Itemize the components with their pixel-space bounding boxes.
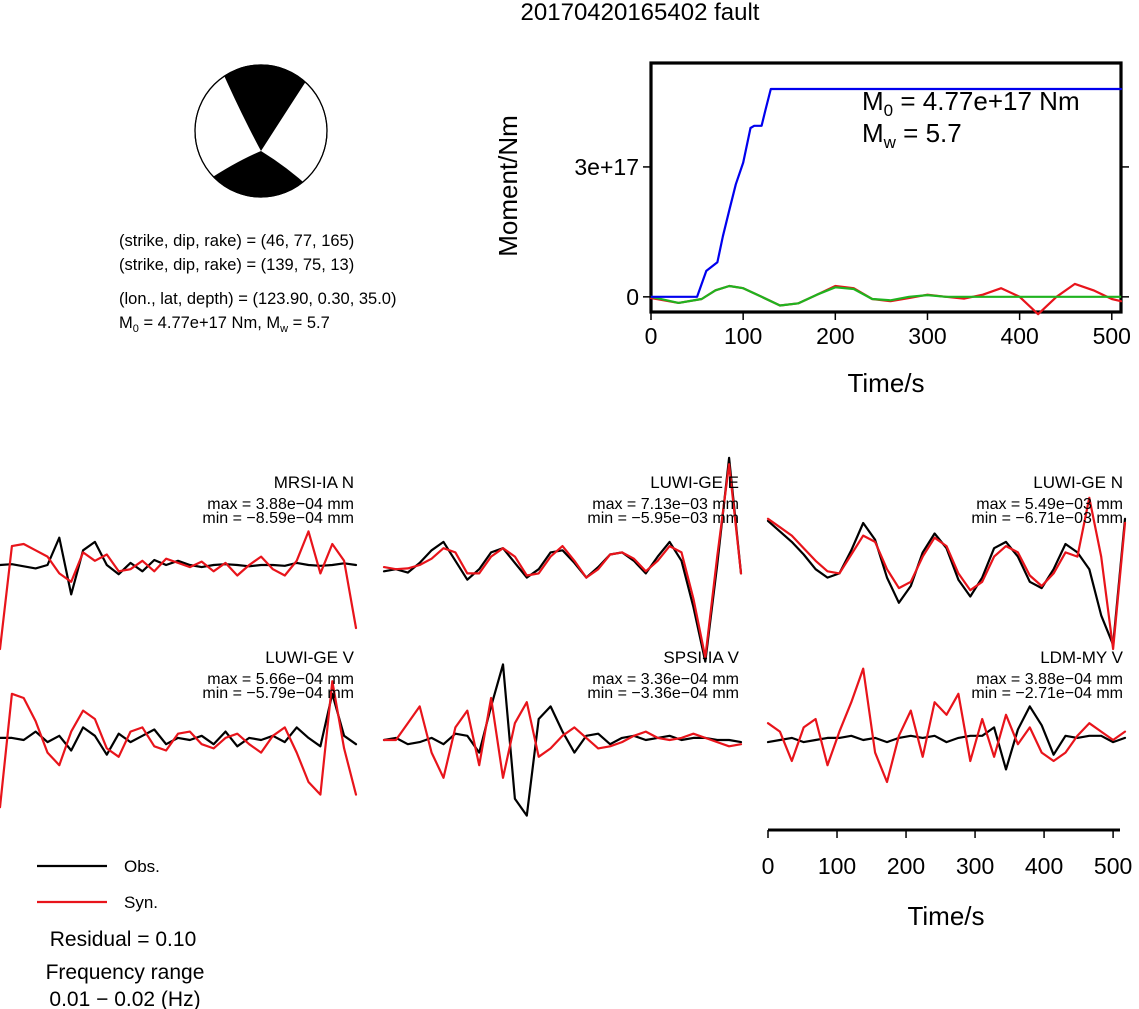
moment-xtick-label: 200: [816, 323, 854, 349]
station-max: max = 5.66e−04 mm: [207, 671, 354, 688]
synthetic-trace: [382, 696, 743, 779]
station-label: MRSI-IA N: [274, 473, 354, 492]
station-label: SPSI-IA V: [663, 648, 739, 667]
mechanism-info: (strike, dip, rake) = (46, 77, 165) (str…: [119, 232, 396, 335]
synthetic-trace: [382, 463, 743, 659]
station-max: max = 3.36e−04 mm: [592, 671, 739, 688]
moment-xtick-label: 0: [645, 323, 658, 349]
moment-chart-ylabel: Moment/Nm: [493, 115, 523, 257]
moment-xtick-label: 300: [908, 323, 946, 349]
station-min: min = −2.71e−04 mm: [971, 685, 1123, 702]
beachball-icon: [194, 64, 328, 198]
station-min: min = −8.59e−04 mm: [202, 510, 354, 527]
moment-series-rate-obs: [649, 284, 1123, 307]
moment-chart-mw-annotation: Mw = 5.7: [862, 118, 962, 152]
station-min: min = −5.79e−04 mm: [202, 685, 354, 702]
waveform-xtick-label: 500: [1094, 853, 1132, 879]
frequency-range-value: 0.01 − 0.02 (Hz): [49, 988, 200, 1009]
waveform-xlabel: Time/s: [907, 901, 984, 931]
synthetic-trace: [0, 680, 358, 809]
waveform-xtick-label: 100: [818, 853, 856, 879]
station-max: max = 7.13e−03 mm: [592, 496, 739, 513]
station-label: LUWI-GE N: [1033, 473, 1123, 492]
waveform-time-axis: 0 100 200 300 400 500 Time/s: [762, 828, 1132, 931]
moment-chart-frame: [649, 61, 1123, 314]
station-label: LDM-MY V: [1040, 648, 1123, 667]
synthetic-trace: [766, 496, 1127, 651]
station-max: max = 5.49e−03 mm: [976, 496, 1123, 513]
moment-ytick-label: 0: [626, 284, 639, 310]
station-min: min = −3.36e−04 mm: [587, 685, 739, 702]
synthetic-trace: [0, 530, 358, 651]
station-label: LUWI-GE E: [650, 473, 739, 492]
station-label: LUWI-GE V: [265, 648, 354, 667]
waveform-xtick-label: 0: [762, 853, 775, 879]
moment-series-cumulative: [649, 87, 1123, 298]
synthetic-trace: [766, 667, 1127, 784]
moment-chart-xlabel: Time/s: [847, 368, 924, 398]
station-min: min = −6.71e−03 mm: [971, 510, 1123, 527]
moment-chart-m0-annotation: M0 = 4.77e+17 Nm: [862, 86, 1080, 120]
station-max: max = 3.88e−04 mm: [976, 671, 1123, 688]
moment-xtick-label: 100: [724, 323, 762, 349]
moment-xtick-label: 500: [1093, 323, 1131, 349]
residual-text: Residual = 0.10: [50, 928, 197, 951]
observed-trace: [766, 517, 1127, 646]
mechanism-moment: M0 = 4.77e+17 Nm, Mw = 5.7: [119, 314, 330, 335]
observed-trace: [0, 536, 358, 596]
waveform-xtick-label: 400: [1025, 853, 1063, 879]
moment-rate-chart: 0 100 200 300 400 500 0 3e+17 Moment/Nm Time/s…: [493, 61, 1131, 398]
legend-syn-label: Syn.: [124, 893, 158, 912]
observed-trace: [382, 456, 743, 663]
waveform-xtick-label: 300: [956, 853, 994, 879]
moment-xtick-label: 400: [1000, 323, 1038, 349]
station-max: max = 3.88e−04 mm: [207, 496, 354, 513]
mechanism-plane-2: (strike, dip, rake) = (139, 75, 13): [119, 256, 354, 274]
mechanism-plane-1: (strike, dip, rake) = (46, 77, 165): [119, 232, 354, 250]
legend-obs-label: Obs.: [124, 857, 160, 876]
legend: Obs. Syn. Residual = 0.10 Frequency rang…: [37, 857, 204, 1009]
observed-trace: [382, 663, 743, 817]
observed-trace: [0, 692, 358, 756]
observed-trace: [766, 705, 1127, 771]
figure-title: 20170420165402 fault: [521, 0, 760, 26]
mechanism-location: (lon., lat, depth) = (123.90, 0.30, 35.0…: [119, 290, 396, 308]
moment-ytick-label: 3e+17: [574, 154, 639, 180]
waveform-xtick-label: 200: [887, 853, 925, 879]
frequency-range-title: Frequency range: [46, 961, 205, 984]
station-min: min = −5.95e−03 mm: [587, 510, 739, 527]
